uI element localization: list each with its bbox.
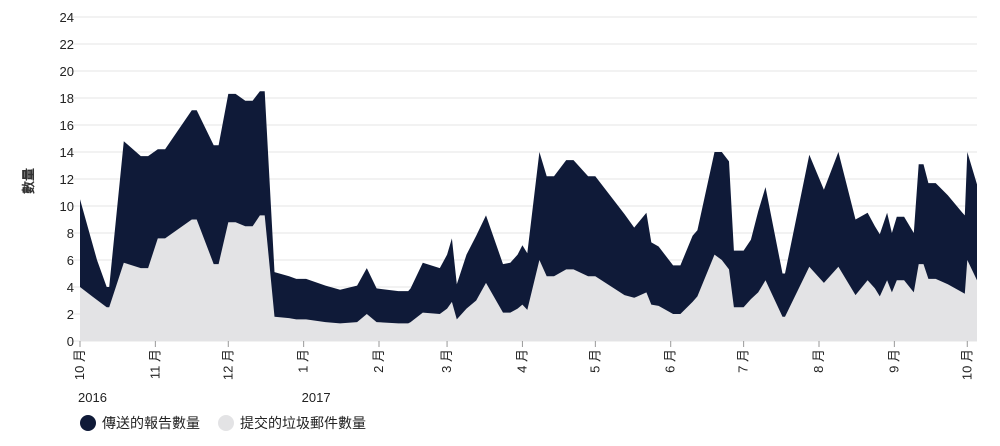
x-tick-label: 12 月: [220, 349, 235, 380]
y-tick-label: 12: [60, 172, 74, 187]
x-tick-label: 2 月: [371, 349, 386, 373]
y-tick-label: 6: [67, 253, 74, 268]
x-year-label: 2017: [302, 390, 331, 405]
x-tick-label: 8 月: [811, 349, 826, 373]
legend: 傳送的報告數量 提交的垃圾郵件數量: [80, 413, 366, 433]
area-spam: [80, 215, 977, 341]
y-tick-label: 18: [60, 91, 74, 106]
x-tick-label: 9 月: [886, 349, 901, 373]
x-year-label: 2016: [78, 390, 107, 405]
x-tick-label: 5 月: [587, 349, 602, 373]
legend-item-reports[interactable]: 傳送的報告數量: [80, 413, 200, 433]
x-tick-label: 10 月: [959, 349, 974, 380]
x-tick-label: 6 月: [663, 349, 678, 373]
y-tick-label: 2: [67, 307, 74, 322]
x-axis-ticks: 10 月 2016 11 月 12 月 1 月 2017 2 月 3 月 4 月 5 月 6 月 7 …: [72, 341, 974, 405]
legend-label-reports: 傳送的報告數量: [102, 415, 200, 431]
x-tick-label: 10 月: [72, 349, 87, 380]
x-tick-label: 7 月: [736, 349, 751, 373]
y-tick-label: 10: [60, 199, 74, 214]
y-tick-label: 24: [60, 10, 74, 25]
y-tick-label: 14: [60, 145, 74, 160]
x-tick-label: 3 月: [439, 349, 454, 373]
legend-swatch-reports: [80, 415, 96, 431]
y-tick-label: 20: [60, 64, 74, 79]
area-reports: [80, 91, 977, 341]
x-tick-label: 4 月: [514, 349, 529, 373]
y-tick-label: 4: [67, 280, 74, 295]
y-tick-label: 0: [67, 334, 74, 349]
area-series: [80, 91, 977, 341]
y-tick-label: 22: [60, 37, 74, 52]
legend-item-spam[interactable]: 提交的垃圾郵件數量: [218, 413, 366, 433]
x-tick-label: 11 月: [147, 349, 162, 379]
x-tick-label: 1 月: [296, 349, 311, 373]
legend-swatch-spam: [218, 415, 234, 431]
y-tick-label: 16: [60, 118, 74, 133]
y-tick-label: 8: [67, 226, 74, 241]
y-axis-title: 數量: [21, 168, 36, 194]
legend-label-spam: 提交的垃圾郵件數量: [240, 415, 366, 431]
